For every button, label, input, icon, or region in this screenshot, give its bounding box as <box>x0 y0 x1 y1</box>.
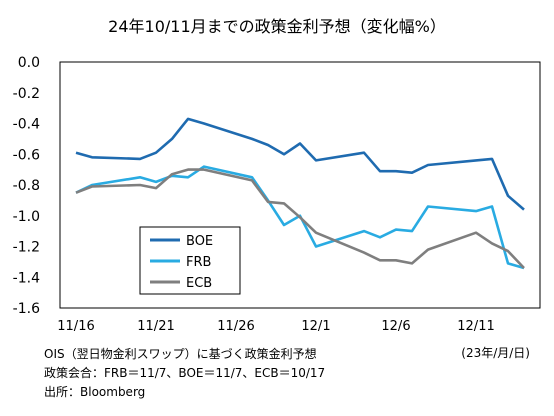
y-tick-label: -1.6 <box>13 301 40 317</box>
x-tick-label: 12/6 <box>381 319 410 334</box>
plot-area <box>59 61 541 309</box>
series-line-ecb <box>75 168 525 269</box>
legend: BOE FRB ECB <box>139 226 241 295</box>
y-tick-label: 0.0 <box>18 55 40 71</box>
y-tick-label: -0.2 <box>13 86 40 102</box>
note-source-method: OIS（翌日物金利スワップ）に基づく政策金利予想 <box>44 347 317 361</box>
x-tick-label: 12/1 <box>301 319 330 334</box>
y-tick-label: -1.0 <box>13 209 40 225</box>
legend-label-frb: FRB <box>186 255 211 270</box>
series-lines <box>75 117 525 270</box>
y-tick-label: -1.2 <box>13 240 40 256</box>
chart-title: 24年10/11月までの政策金利予想（変化幅%） <box>108 17 446 36</box>
x-axis: 11/16 11/21 11/26 12/1 12/6 12/11 <box>57 319 494 334</box>
x-tick-label: 12/11 <box>457 319 494 334</box>
y-axis: 0.0 -0.2 -0.4 -0.6 -0.8 -1.0 -1.2 -1.4 -1.6 <box>13 55 40 317</box>
y-tick-label: -1.4 <box>13 270 40 286</box>
note-data-source: 出所：Bloomberg <box>44 385 146 399</box>
x-tick-label: 11/16 <box>57 319 94 334</box>
x-tick-label: 11/21 <box>137 319 174 334</box>
x-unit-label: (23年/月/日) <box>461 346 530 360</box>
y-tick-label: -0.6 <box>13 147 40 163</box>
legend-label-ecb: ECB <box>186 276 212 291</box>
y-tick-label: -0.4 <box>13 117 40 133</box>
series-line-boe <box>75 117 525 211</box>
y-tick-label: -0.8 <box>13 178 40 194</box>
x-tick-label: 11/26 <box>217 319 254 334</box>
note-policy-meetings: 政策会合：FRB＝11/7、BOE＝11/7、ECB＝10/17 <box>44 366 326 380</box>
legend-label-boe: BOE <box>186 234 213 249</box>
